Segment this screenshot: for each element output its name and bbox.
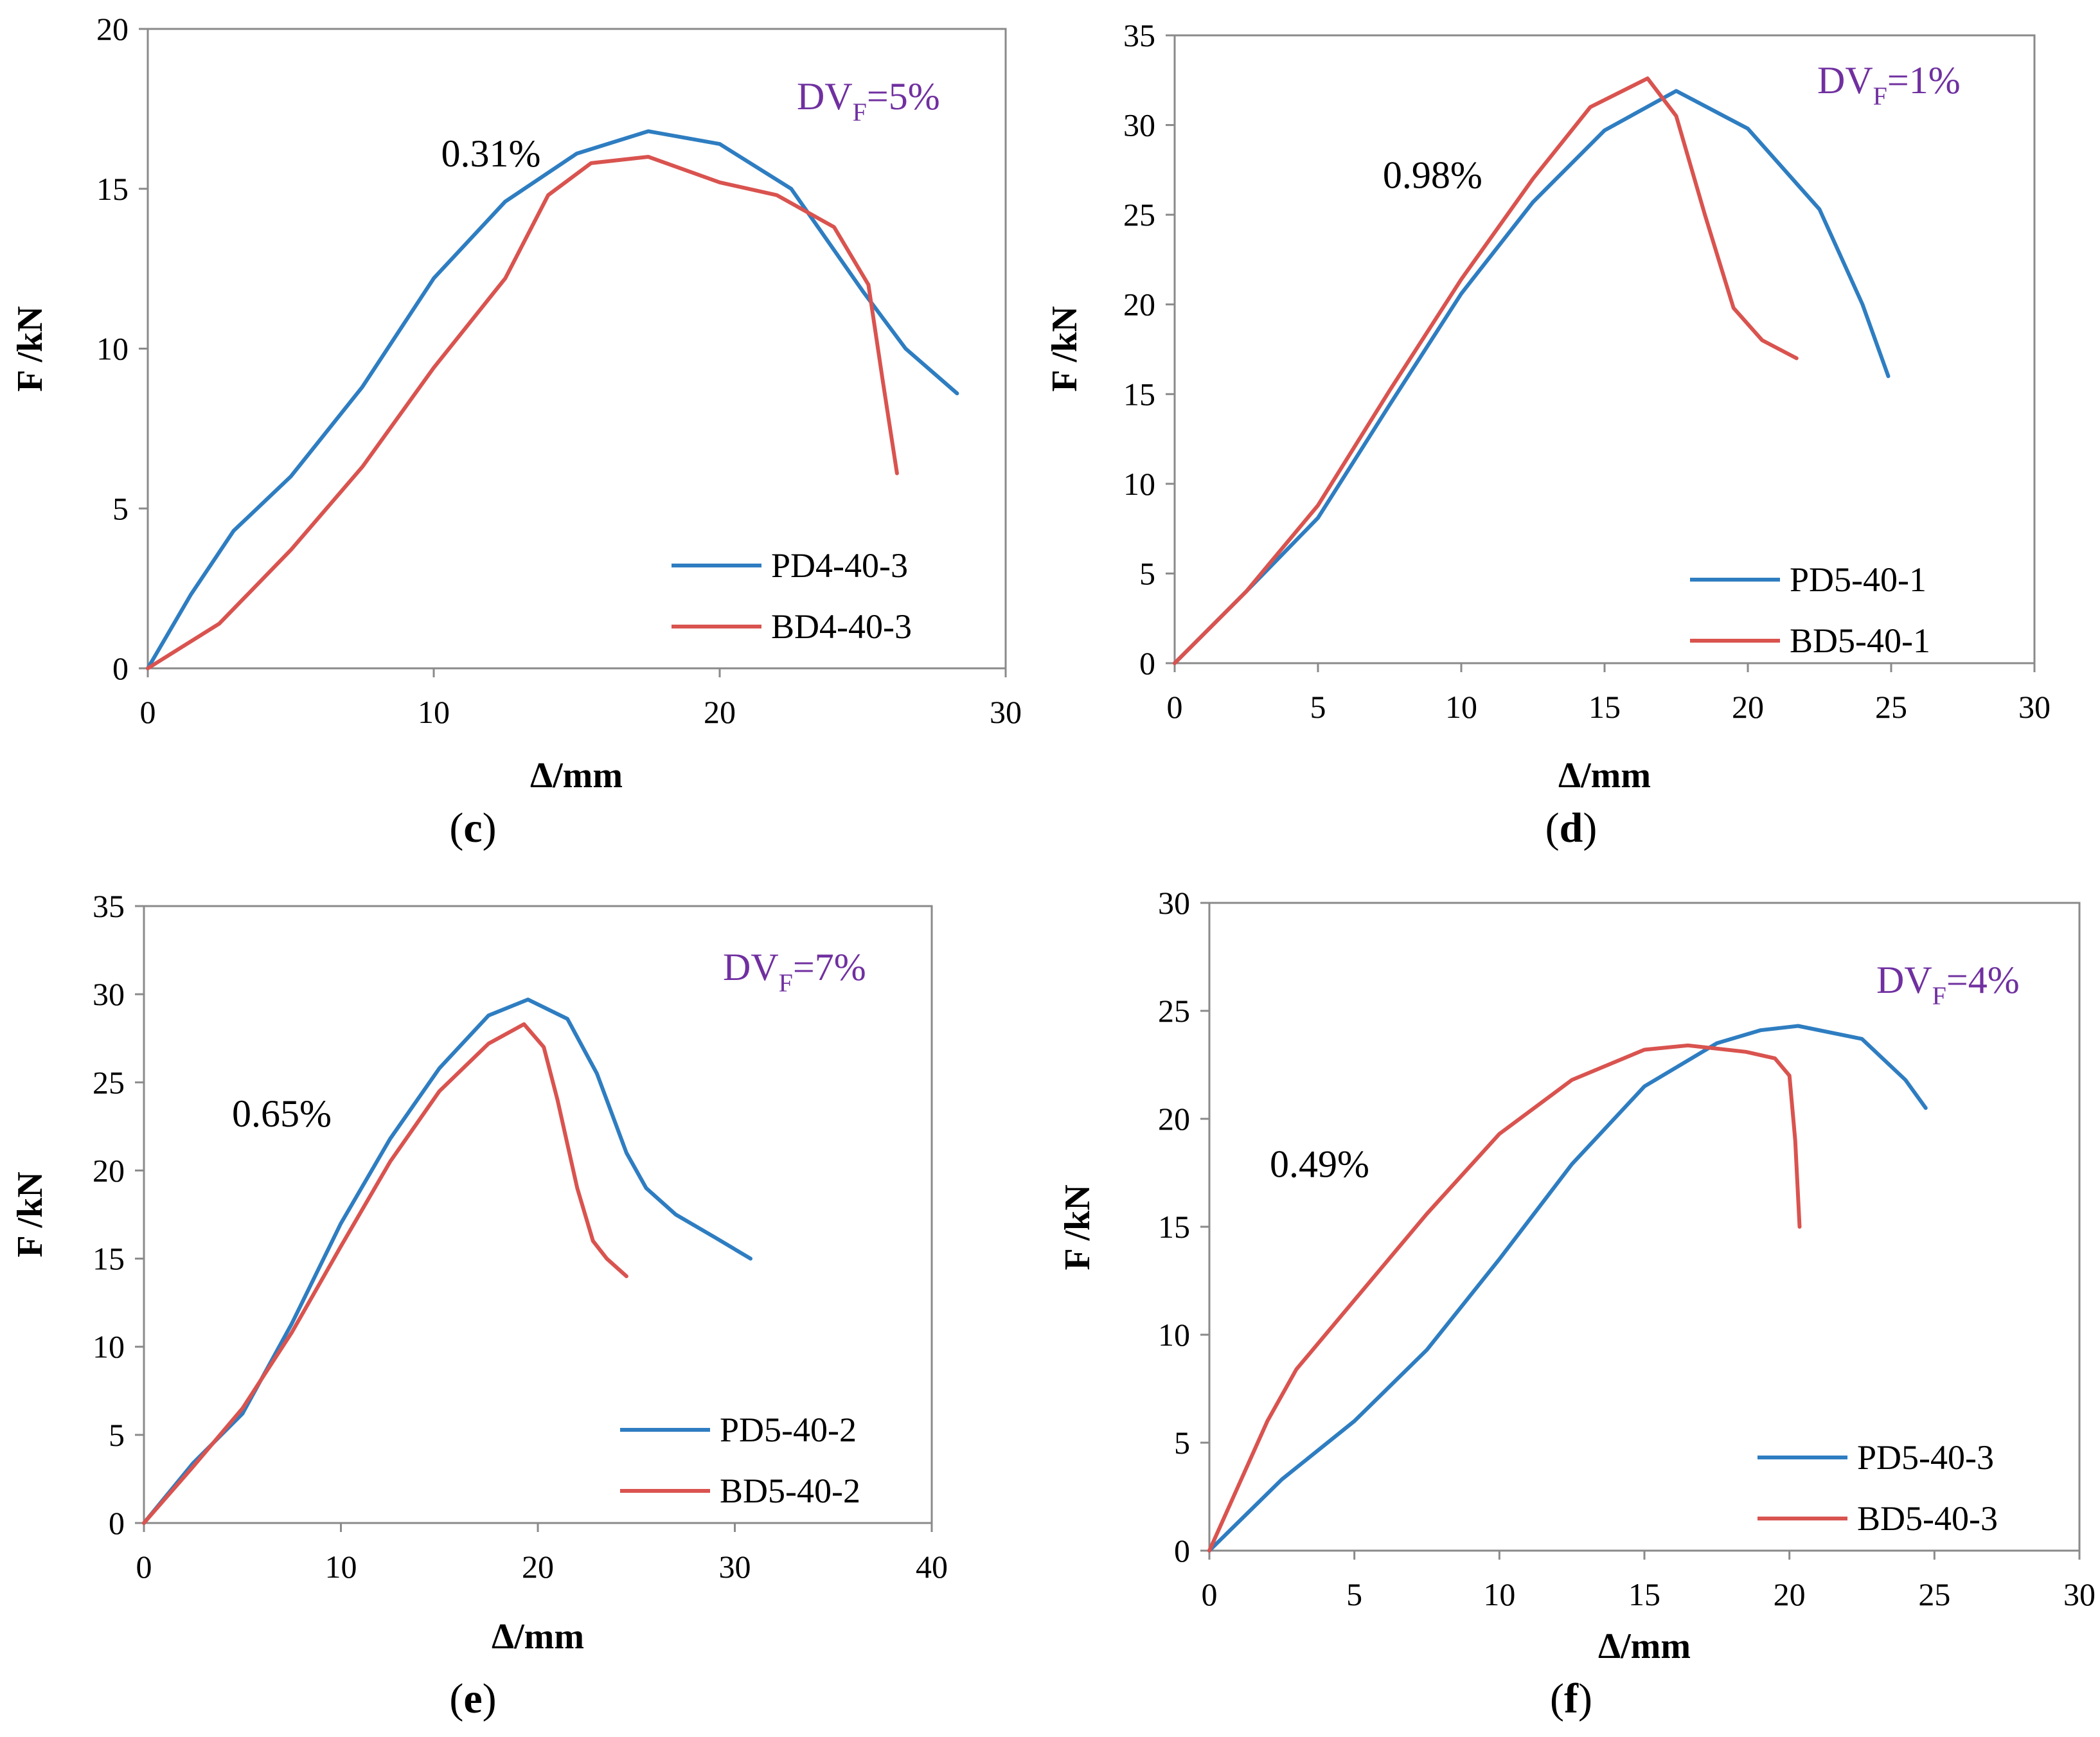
legend-entry: PD5-40-1 <box>1790 560 1926 599</box>
x-tick-label: 25 <box>1875 689 1907 725</box>
x-tick-label: 10 <box>325 1549 357 1585</box>
x-tick-label: 10 <box>1445 689 1477 725</box>
legend-entry: BD5-40-2 <box>720 1472 860 1510</box>
y-tick-label: 15 <box>96 171 129 207</box>
y-tick-label: 30 <box>1158 885 1190 921</box>
x-tick-label: 0 <box>1167 689 1183 725</box>
y-tick-label: 20 <box>96 11 129 47</box>
x-tick-label: 15 <box>1628 1576 1660 1612</box>
y-tick-label: 10 <box>1158 1317 1190 1353</box>
y-tick-label: 0 <box>109 1505 125 1541</box>
x-tick-label: 30 <box>2018 689 2051 725</box>
x-tick-label: 5 <box>1310 689 1326 725</box>
x-tick-label: 20 <box>1774 1576 1806 1612</box>
y-tick-label: 0 <box>112 650 129 686</box>
y-tick-label: 5 <box>1139 555 1155 591</box>
dvf-annotation: DVF=4% <box>1876 959 2020 1010</box>
x-axis-label: Δ/mm <box>492 1617 584 1657</box>
x-tick-label: 20 <box>704 694 736 730</box>
legend-entry: BD5-40-1 <box>1790 621 1930 660</box>
y-tick-label: 35 <box>93 888 125 924</box>
y-tick-label: 25 <box>1123 197 1155 233</box>
y-tick-label: 35 <box>1123 17 1155 53</box>
panel-label: (f) <box>1550 1675 1592 1722</box>
x-tick-label: 10 <box>1483 1576 1515 1612</box>
x-tick-label: 30 <box>2063 1576 2096 1612</box>
legend-entry: BD5-40-3 <box>1857 1499 1998 1538</box>
legend-entry: PD4-40-3 <box>771 546 908 585</box>
series-line-BD5-40-2 <box>142 1022 628 1525</box>
y-tick-label: 25 <box>1158 993 1190 1029</box>
x-tick-label: 0 <box>136 1549 152 1585</box>
y-tick-label: 5 <box>109 1417 125 1453</box>
dvf-annotation: DVF=7% <box>723 946 866 997</box>
y-tick-label: 15 <box>1158 1209 1190 1245</box>
y-axis-label: F /kN <box>1045 306 1085 391</box>
legend-entry: PD5-40-2 <box>720 1411 857 1449</box>
x-axis-label: Δ/mm <box>1598 1626 1691 1666</box>
x-tick-label: 10 <box>418 694 450 730</box>
series-line-PD5-40-3 <box>1207 1024 1928 1553</box>
series-line-BD5-40-3 <box>1207 1043 1802 1553</box>
series-line-BD4-40-3 <box>146 155 899 670</box>
y-axis-label: F /kN <box>1058 1184 1098 1270</box>
x-tick-label: 0 <box>140 694 156 730</box>
series-line-PD5-40-2 <box>142 997 752 1525</box>
x-axis-label: Δ/mm <box>1558 756 1651 796</box>
panel-label: (e) <box>449 1675 496 1722</box>
legend-entry: BD4-40-3 <box>771 607 912 646</box>
x-tick-label: 5 <box>1346 1576 1362 1612</box>
y-tick-label: 5 <box>112 490 129 526</box>
panel-label: (d) <box>1545 805 1597 851</box>
x-tick-label: 20 <box>1732 689 1764 725</box>
x-tick-label: 0 <box>1202 1576 1218 1612</box>
legend-entry: PD5-40-3 <box>1857 1438 1994 1477</box>
series-line-PD4-40-3 <box>146 129 959 670</box>
x-tick-label: 40 <box>916 1549 948 1585</box>
y-tick-label: 0 <box>1174 1533 1190 1569</box>
dvf-annotation: DVF=5% <box>797 75 940 127</box>
x-axis-label: Δ/mm <box>530 756 623 796</box>
chart-panel-d: 0 5 10 15 20 25 30 35 0 5 10 15 20 25 30 Δ/mm F /kN PD5-4… <box>1045 17 2051 851</box>
y-tick-label: 20 <box>93 1152 125 1188</box>
y-axis-label: F /kN <box>10 1171 50 1257</box>
x-tick-label: 25 <box>1918 1576 1950 1612</box>
y-tick-label: 0 <box>1139 645 1155 681</box>
y-tick-label: 10 <box>96 331 129 367</box>
chart-panel-e: 0 5 10 15 20 25 30 35 0 10 20 30 40 Δ/mm F /kN PD5-40-2… <box>10 888 948 1722</box>
y-tick-label: 25 <box>93 1064 125 1100</box>
dvf-annotation: DVF=1% <box>1817 59 1961 111</box>
series-line-PD5-40-1 <box>1173 89 1891 665</box>
y-tick-label: 20 <box>1158 1101 1190 1137</box>
difference-annotation: 0.65% <box>232 1092 332 1135</box>
difference-annotation: 0.49% <box>1270 1143 1369 1186</box>
y-axis-label: F /kN <box>10 306 50 391</box>
series-line-BD5-40-1 <box>1173 76 1799 665</box>
y-tick-label: 20 <box>1123 287 1155 323</box>
x-tick-label: 20 <box>522 1549 554 1585</box>
difference-annotation: 0.31% <box>441 132 541 175</box>
y-tick-label: 10 <box>93 1329 125 1365</box>
chart-panel-f: 0 5 10 15 20 25 30 0 5 10 15 20 25 30 Δ/mm F /kN PD5-40-… <box>1058 885 2096 1722</box>
y-tick-label: 15 <box>1123 376 1155 412</box>
difference-annotation: 0.98% <box>1383 154 1482 196</box>
y-tick-label: 15 <box>93 1241 125 1277</box>
y-tick-label: 30 <box>93 976 125 1012</box>
y-tick-label: 5 <box>1174 1425 1190 1461</box>
x-tick-label: 30 <box>719 1549 751 1585</box>
chart-panel-c: 0 5 10 15 20 0 10 20 30 Δ/mm F /kN PD4-40-3 BD4-40-3… <box>10 11 1022 851</box>
y-tick-label: 10 <box>1123 466 1155 502</box>
panel-label: (c) <box>449 805 496 851</box>
x-tick-label: 30 <box>990 694 1022 730</box>
x-tick-label: 15 <box>1588 689 1621 725</box>
y-tick-label: 30 <box>1123 107 1155 143</box>
